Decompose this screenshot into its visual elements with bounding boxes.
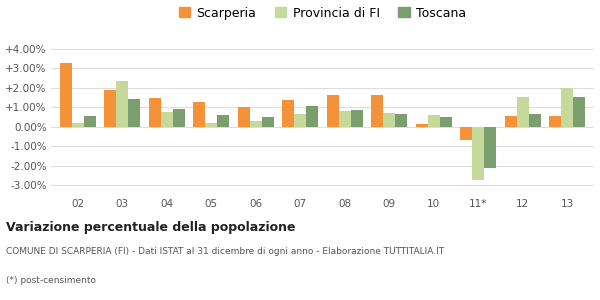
- Bar: [116, 81, 128, 127]
- Text: (*) post-censimento: (*) post-censimento: [6, 276, 96, 285]
- Bar: [217, 115, 229, 127]
- Bar: [327, 94, 339, 127]
- Bar: [306, 106, 318, 127]
- Text: COMUNE DI SCARPERIA (FI) - Dati ISTAT al 31 dicembre di ogni anno - Elaborazione: COMUNE DI SCARPERIA (FI) - Dati ISTAT al…: [6, 248, 444, 256]
- Bar: [371, 94, 383, 127]
- Bar: [549, 116, 561, 127]
- Bar: [529, 114, 541, 127]
- Bar: [505, 116, 517, 127]
- Bar: [351, 110, 363, 127]
- Bar: [440, 117, 452, 127]
- Text: Variazione percentuale della popolazione: Variazione percentuale della popolazione: [6, 220, 296, 233]
- Bar: [161, 112, 173, 127]
- Bar: [238, 107, 250, 127]
- Bar: [339, 111, 351, 127]
- Bar: [395, 114, 407, 127]
- Bar: [84, 116, 96, 127]
- Bar: [71, 123, 84, 127]
- Bar: [173, 109, 185, 127]
- Bar: [59, 63, 71, 127]
- Bar: [460, 127, 472, 140]
- Bar: [561, 88, 574, 127]
- Bar: [294, 114, 306, 127]
- Bar: [205, 123, 217, 127]
- Bar: [193, 102, 205, 127]
- Bar: [517, 97, 529, 127]
- Bar: [149, 98, 161, 127]
- Bar: [128, 99, 140, 127]
- Bar: [250, 121, 262, 127]
- Bar: [428, 115, 440, 127]
- Bar: [574, 97, 586, 127]
- Bar: [262, 117, 274, 127]
- Bar: [472, 127, 484, 180]
- Bar: [484, 127, 496, 168]
- Bar: [104, 90, 116, 127]
- Bar: [383, 113, 395, 127]
- Bar: [282, 100, 294, 127]
- Bar: [416, 124, 428, 127]
- Legend: Scarperia, Provincia di FI, Toscana: Scarperia, Provincia di FI, Toscana: [174, 2, 471, 25]
